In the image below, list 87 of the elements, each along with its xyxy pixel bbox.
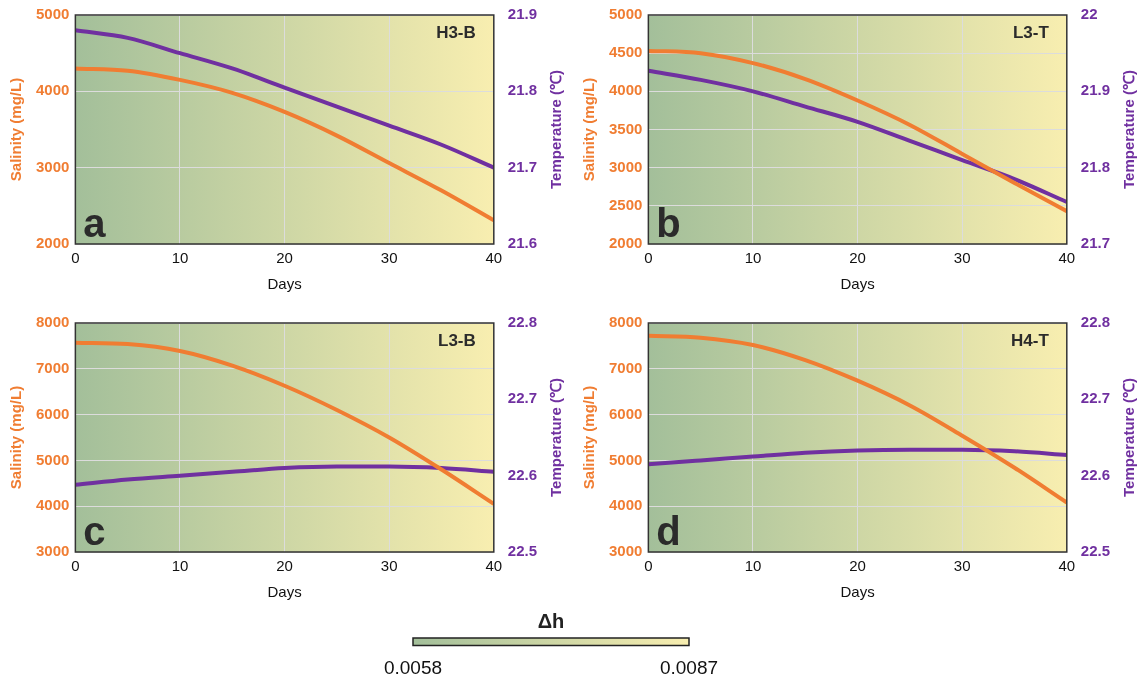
y2-tick-label: 21.9 bbox=[507, 5, 538, 23]
x-tick-label: 40 bbox=[1058, 557, 1076, 575]
x-tick-label: 20 bbox=[849, 249, 866, 267]
y-axis-title: Salinity (mg/L) bbox=[7, 385, 25, 490]
x-axis-title: Days bbox=[840, 583, 875, 601]
y2-axis-title: Temperature (℃) bbox=[1120, 378, 1138, 497]
x-tick-label: 20 bbox=[276, 557, 293, 575]
y2-tick-label: 21.8 bbox=[507, 81, 538, 99]
annotation: L3-T bbox=[1012, 23, 1050, 43]
x-tick-label: 10 bbox=[744, 557, 762, 575]
y2-tick-label: 21.6 bbox=[507, 234, 538, 252]
y2-axis-title: Temperature (℃) bbox=[547, 70, 565, 189]
annotation: c bbox=[83, 509, 106, 554]
y-tick-label: 4000 bbox=[35, 81, 70, 99]
x-tick-label: 30 bbox=[953, 557, 971, 575]
y-tick-label: 7000 bbox=[608, 358, 643, 376]
y-tick-label: 4000 bbox=[608, 496, 643, 514]
y-tick-label: 3000 bbox=[608, 542, 643, 560]
y-axis-title: Salinity (mg/L) bbox=[580, 77, 598, 182]
x-axis-title: Days bbox=[267, 583, 302, 601]
y2-axis-title: Temperature (℃) bbox=[1120, 70, 1138, 189]
color-bar-label: 0.0058 bbox=[383, 657, 443, 679]
y2-tick-label: 21.8 bbox=[1080, 157, 1111, 175]
y-tick-label: 4000 bbox=[35, 496, 70, 514]
y-tick-label: 5000 bbox=[35, 5, 70, 23]
y2-tick-label: 21.7 bbox=[507, 157, 538, 175]
x-tick-label: 40 bbox=[485, 249, 503, 267]
annotation: H4-T bbox=[1011, 331, 1050, 351]
y-axis-title: Salinity (mg/L) bbox=[580, 385, 598, 490]
color-bar-title: Δh bbox=[537, 609, 565, 632]
y-tick-label: 4000 bbox=[608, 81, 643, 99]
x-tick-label: 10 bbox=[744, 249, 762, 267]
y-tick-label: 2000 bbox=[608, 234, 643, 252]
y-tick-label: 5000 bbox=[608, 5, 643, 23]
x-tick-label: 0 bbox=[71, 249, 80, 267]
y2-tick-label: 21.9 bbox=[1080, 81, 1111, 99]
y2-tick-label: 22.5 bbox=[507, 542, 538, 560]
y-tick-label: 2500 bbox=[608, 195, 643, 213]
y2-tick-label: 22.8 bbox=[1080, 313, 1111, 331]
x-tick-label: 0 bbox=[71, 557, 80, 575]
annotation: b bbox=[656, 201, 681, 246]
y-tick-label: 5000 bbox=[35, 450, 70, 468]
y-tick-label: 7000 bbox=[35, 358, 70, 376]
y-tick-label: 2000 bbox=[35, 234, 70, 252]
y-tick-label: 8000 bbox=[608, 313, 643, 331]
x-tick-label: 40 bbox=[485, 557, 503, 575]
x-tick-label: 0 bbox=[644, 249, 653, 267]
y2-tick-label: 22.7 bbox=[1080, 389, 1111, 407]
annotation: a bbox=[83, 201, 107, 246]
color-bar-label: 0.0087 bbox=[659, 657, 719, 679]
y2-tick-label: 22.8 bbox=[507, 313, 538, 331]
y-tick-label: 5000 bbox=[608, 450, 643, 468]
y2-tick-label: 21.7 bbox=[1080, 234, 1111, 252]
y-tick-label: 3500 bbox=[608, 119, 643, 137]
x-tick-label: 30 bbox=[953, 249, 971, 267]
y2-tick-label: 22 bbox=[1080, 5, 1098, 23]
line-series bbox=[648, 447, 1067, 467]
line-series bbox=[648, 333, 1067, 505]
x-tick-label: 30 bbox=[380, 249, 398, 267]
x-tick-label: 10 bbox=[171, 557, 189, 575]
line-series bbox=[75, 28, 494, 170]
x-axis-title: Days bbox=[267, 275, 302, 293]
y2-tick-label: 22.6 bbox=[507, 465, 538, 483]
y-tick-label: 3000 bbox=[35, 542, 70, 560]
x-tick-label: 10 bbox=[171, 249, 189, 267]
y2-tick-label: 22.6 bbox=[1080, 465, 1111, 483]
y-tick-label: 6000 bbox=[35, 404, 70, 422]
x-tick-label: 20 bbox=[276, 249, 293, 267]
line-series bbox=[648, 68, 1067, 205]
x-tick-label: 20 bbox=[849, 557, 866, 575]
y-tick-label: 3000 bbox=[608, 157, 643, 175]
y2-tick-label: 22.7 bbox=[507, 389, 538, 407]
y2-axis-title: Temperature (℃) bbox=[547, 378, 565, 497]
y-tick-label: 3000 bbox=[35, 157, 70, 175]
y-axis-title: Salinity (mg/L) bbox=[7, 77, 25, 182]
line-series bbox=[75, 464, 494, 487]
x-tick-label: 0 bbox=[644, 557, 653, 575]
x-tick-label: 40 bbox=[1058, 249, 1076, 267]
annotation: L3-B bbox=[438, 331, 476, 351]
y-tick-label: 6000 bbox=[608, 404, 643, 422]
y2-tick-label: 22.5 bbox=[1080, 542, 1111, 560]
annotation: H3-B bbox=[436, 23, 476, 43]
x-axis-title: Days bbox=[840, 275, 875, 293]
y-tick-label: 4500 bbox=[608, 43, 643, 61]
annotation: d bbox=[656, 509, 681, 554]
x-tick-label: 30 bbox=[380, 557, 398, 575]
y-tick-label: 8000 bbox=[35, 313, 70, 331]
